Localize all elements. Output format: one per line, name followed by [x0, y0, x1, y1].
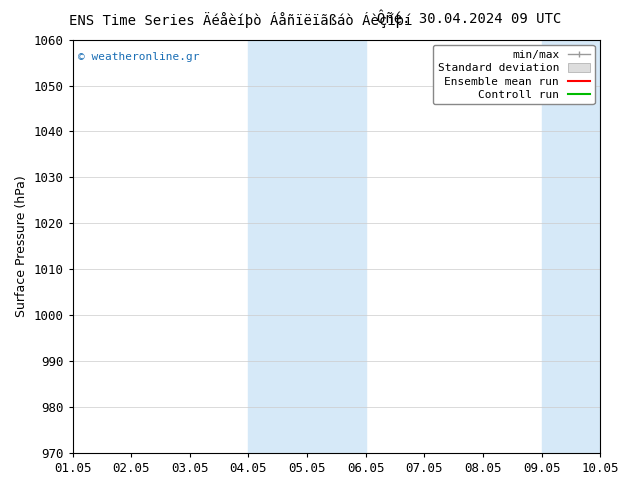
Bar: [249, 40, 366, 453]
Y-axis label: Surface Pressure (hPa): Surface Pressure (hPa): [15, 175, 28, 317]
Text: ENS Time Series Äéåèíþò Áåñïëïãßáò Áèçíþí: ENS Time Series Äéåèíþò Áåñïëïãßáò Áèçíþ…: [69, 12, 413, 28]
Legend: min/max, Standard deviation, Ensemble mean run, Controll run: min/max, Standard deviation, Ensemble me…: [433, 45, 595, 104]
Text: © weatheronline.gr: © weatheronline.gr: [78, 52, 199, 62]
Bar: [541, 40, 600, 453]
Text: Ôñé. 30.04.2024 09 UTC: Ôñé. 30.04.2024 09 UTC: [377, 12, 561, 26]
